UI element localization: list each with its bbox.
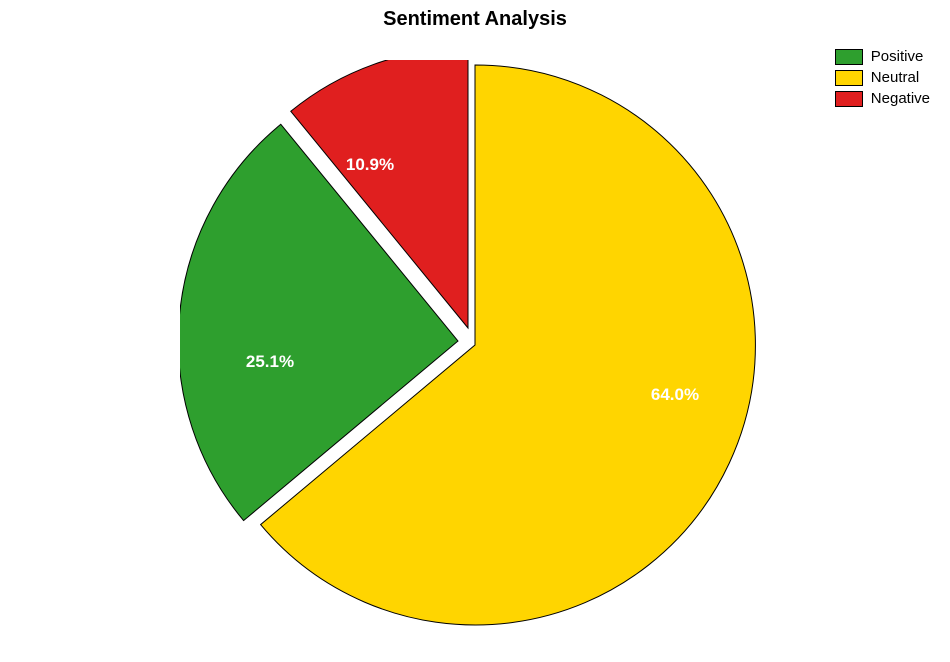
chart-title: Sentiment Analysis (383, 8, 567, 31)
legend-item-neutral: Neutral (835, 69, 930, 86)
pie-chart: 64.0% 25.1% 10.9% (180, 60, 770, 640)
slice-label-positive: 25.1% (246, 352, 294, 371)
legend-swatch-positive (835, 49, 863, 65)
legend: Positive Neutral Negative (835, 48, 930, 107)
legend-swatch-neutral (835, 70, 863, 86)
legend-label-neutral: Neutral (871, 69, 919, 86)
legend-item-negative: Negative (835, 90, 930, 107)
chart-container: Sentiment Analysis 64.0% 25.1% 10.9% Pos… (0, 0, 950, 662)
slice-label-negative: 10.9% (346, 155, 394, 174)
legend-item-positive: Positive (835, 48, 930, 65)
legend-label-negative: Negative (871, 90, 930, 107)
legend-swatch-negative (835, 91, 863, 107)
legend-label-positive: Positive (871, 48, 924, 65)
slice-label-neutral: 64.0% (651, 385, 699, 404)
